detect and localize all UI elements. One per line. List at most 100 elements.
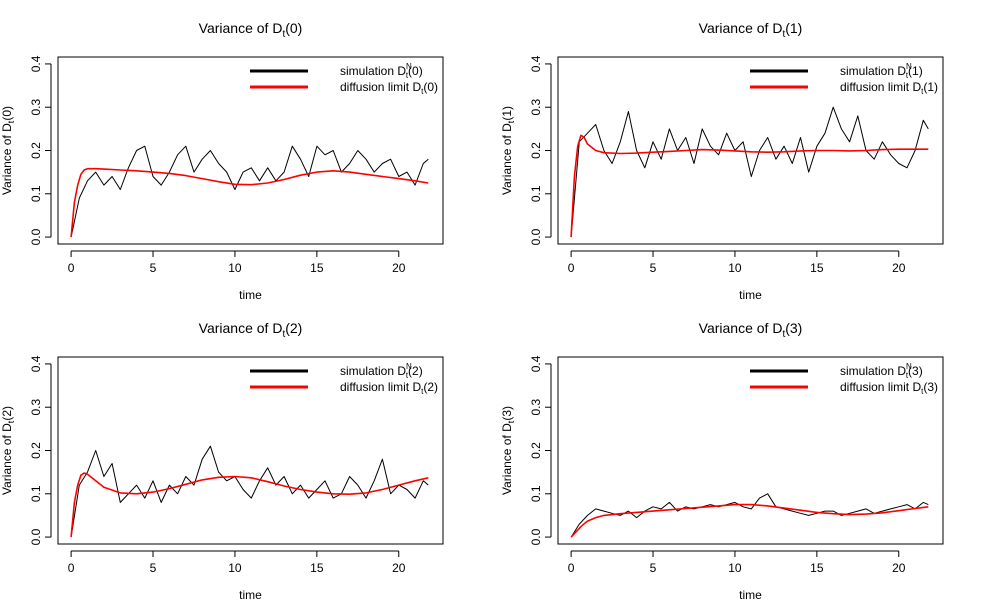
legend-label-simulation: simulation DN t(1): [840, 62, 923, 80]
x-tick-label: 5: [150, 261, 157, 275]
series-simulation-line: [70, 445, 429, 538]
ylabel-text: Variance of D: [0, 123, 14, 195]
y-tick-label: 0.4: [529, 55, 543, 72]
legend-diff-subscript: t: [421, 387, 424, 396]
series-diffusion-line: [70, 472, 429, 538]
legend-diff-suffix: (3): [923, 380, 938, 394]
x-tick-label: 20: [892, 261, 906, 275]
x-tick-label: 20: [892, 561, 906, 575]
y-tick-label: 0.0: [29, 528, 43, 545]
x-tick-label: 0: [68, 261, 75, 275]
title-suffix: (3): [785, 320, 802, 336]
plot-frame: [57, 356, 444, 545]
y-tick-label: 0.0: [529, 528, 543, 545]
y-tick-label: 0.4: [529, 355, 543, 372]
x-tick-label: 15: [810, 561, 824, 575]
legend-label-diffusion: diffusion limit Dt(1): [840, 80, 938, 96]
legend-sim-subscript: t: [906, 371, 909, 380]
legend-label-simulation: simulation DN t(3): [840, 362, 923, 380]
legend-sim-subscript: t: [406, 371, 409, 380]
legend-sim-text: simulation D: [840, 64, 906, 78]
x-tick-label: 15: [310, 261, 324, 275]
ylabel-subscript: t: [6, 120, 16, 123]
title-suffix: (0): [285, 20, 302, 36]
chart-title: Variance of Dt(1): [699, 20, 803, 40]
chart-title: Variance of Dt(3): [699, 320, 803, 340]
legend-diff-suffix: (1): [923, 80, 938, 94]
legend-sim-text: simulation D: [840, 364, 906, 378]
title-text: Variance of D: [699, 20, 783, 36]
legend-sim-superscript: N: [406, 62, 412, 71]
title-subscript: t: [282, 329, 285, 340]
x-tick-label: 5: [650, 561, 657, 575]
plot-frame: [557, 56, 944, 245]
legend-diff-text: diffusion limit D: [840, 380, 921, 394]
plot-frame: [557, 356, 944, 545]
x-axis-label: time: [739, 288, 762, 302]
y-tick-label: 0.2: [29, 142, 43, 159]
series-simulation-line: [70, 145, 429, 238]
legend-diff-text: diffusion limit D: [340, 380, 421, 394]
ylabel-suffix: (1): [500, 106, 514, 121]
title-subscript: t: [782, 329, 785, 340]
legend-sim-suffix: (0): [408, 64, 423, 78]
series-diffusion-line: [70, 167, 429, 238]
legend-sim-subscript: t: [906, 71, 909, 80]
series-simulation-line: [570, 106, 929, 238]
series-diffusion-line: [570, 503, 929, 538]
legend-sim-superscript: N: [406, 362, 412, 371]
plot-frame: [57, 56, 444, 245]
y-tick-label: 0.2: [529, 142, 543, 159]
y-axis-label: Variance of Dt(3): [500, 406, 516, 495]
legend-diff-suffix: (2): [423, 380, 438, 394]
legend-sim-text: simulation D: [340, 64, 406, 78]
legend-label-diffusion: diffusion limit Dt(2): [340, 380, 438, 396]
x-tick-label: 10: [228, 561, 242, 575]
legend-label-simulation: simulation DN t(0): [340, 62, 423, 80]
legend-sim-suffix: (1): [908, 64, 923, 78]
x-tick-label: 15: [810, 261, 824, 275]
legend-label-diffusion: diffusion limit Dt(3): [840, 380, 938, 396]
y-tick-label: 0.0: [529, 228, 543, 245]
legend-sim-superscript: N: [906, 362, 912, 371]
title-subscript: t: [282, 29, 285, 40]
x-tick-label: 20: [392, 561, 406, 575]
y-tick-label: 0.1: [29, 185, 43, 202]
y-tick-label: 0.3: [29, 99, 43, 116]
chart-title: Variance of Dt(0): [199, 20, 303, 40]
title-text: Variance of D: [199, 320, 283, 336]
x-axis-label: time: [239, 288, 262, 302]
x-tick-label: 10: [728, 261, 742, 275]
legend-sim-suffix: (2): [408, 364, 423, 378]
legend-diff-subscript: t: [921, 87, 924, 96]
y-tick-label: 0.1: [529, 185, 543, 202]
ylabel-text: Variance of D: [0, 423, 14, 495]
x-tick-label: 5: [150, 561, 157, 575]
legend-label-diffusion: diffusion limit Dt(0): [340, 80, 438, 96]
y-tick-label: 0.4: [29, 55, 43, 72]
x-tick-label: 10: [228, 261, 242, 275]
legend-sim-suffix: (3): [908, 364, 923, 378]
title-suffix: (2): [285, 320, 302, 336]
ylabel-suffix: (3): [500, 406, 514, 421]
title-text: Variance of D: [199, 20, 283, 36]
y-tick-label: 0.2: [529, 442, 543, 459]
title-suffix: (1): [785, 20, 802, 36]
y-axis-label: Variance of Dt(2): [0, 406, 16, 495]
ylabel-subscript: t: [506, 120, 516, 123]
legend-diff-suffix: (0): [423, 80, 438, 94]
x-tick-label: 20: [392, 261, 406, 275]
legend-sim-text: simulation D: [340, 364, 406, 378]
legend-label-simulation: simulation DN t(2): [340, 362, 423, 380]
series-simulation-line: [570, 493, 929, 538]
y-tick-label: 0.1: [529, 485, 543, 502]
legend-diff-text: diffusion limit D: [340, 80, 421, 94]
x-axis-label: time: [739, 588, 762, 600]
legend-diff-subscript: t: [421, 87, 424, 96]
chart-title: Variance of Dt(2): [199, 320, 303, 340]
